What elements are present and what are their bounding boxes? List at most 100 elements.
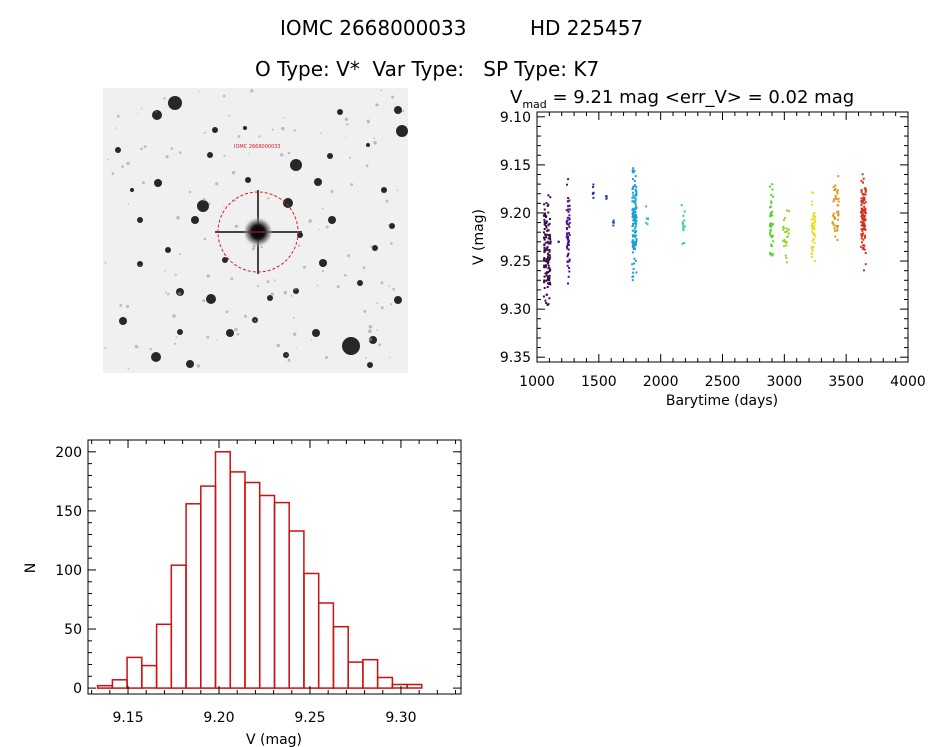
lightcurve-point bbox=[811, 231, 814, 233]
lightcurve-point bbox=[632, 275, 635, 278]
lightcurve-point bbox=[863, 208, 866, 211]
lightcurve-point bbox=[567, 178, 570, 181]
sky-faint-star bbox=[111, 172, 115, 175]
sky-star bbox=[197, 200, 209, 212]
lightcurve-point bbox=[860, 201, 863, 204]
lightcurve-point bbox=[543, 244, 546, 246]
lightcurve-point bbox=[632, 200, 635, 203]
lightcurve-point bbox=[592, 196, 595, 199]
sky-faint-star bbox=[368, 329, 372, 334]
lightcurve-point bbox=[772, 240, 775, 243]
sky-faint-star bbox=[104, 346, 106, 349]
sky-faint-star bbox=[236, 332, 240, 336]
sky-faint-star bbox=[362, 266, 366, 270]
lightcurve-point bbox=[837, 204, 840, 207]
lightcurve-point bbox=[632, 217, 635, 220]
histogram-bar bbox=[362, 658, 379, 689]
lightcurve-point bbox=[837, 214, 840, 217]
lightcurve-point bbox=[568, 234, 571, 236]
hist-x-tick-label: 9.20 bbox=[203, 710, 234, 726]
lightcurve-point bbox=[547, 262, 549, 265]
histogram-plot-frame bbox=[87, 439, 462, 695]
lightcurve-point bbox=[547, 276, 550, 279]
lightcurve-point bbox=[544, 264, 547, 267]
lightcurve-point bbox=[769, 214, 772, 217]
lightcurve-xlabel: Barytime (days) bbox=[666, 393, 778, 409]
lightcurve-point bbox=[784, 241, 787, 244]
lightcurve-point bbox=[567, 282, 569, 285]
lightcurve-point bbox=[633, 185, 636, 188]
lightcurve-point bbox=[566, 216, 569, 219]
lightcurve-point bbox=[810, 252, 813, 255]
lightcurve-point bbox=[632, 267, 635, 270]
lightcurve-point bbox=[547, 224, 550, 227]
sky-faint-star bbox=[380, 281, 384, 285]
sky-star bbox=[212, 127, 218, 133]
sky-faint-star bbox=[234, 224, 239, 229]
lightcurve-point bbox=[547, 194, 550, 197]
lightcurve-point bbox=[547, 303, 550, 306]
sky-faint-star bbox=[126, 161, 130, 166]
lightcurve-point bbox=[860, 199, 863, 202]
lightcurve-point bbox=[772, 195, 775, 198]
lc-x-tick-label: 2000 bbox=[643, 374, 679, 390]
lightcurve-point bbox=[862, 238, 865, 241]
sky-faint-star bbox=[216, 339, 218, 342]
lightcurve-point bbox=[635, 185, 638, 188]
lightcurve-point bbox=[543, 257, 546, 260]
lightcurve-point bbox=[860, 180, 863, 182]
sky-faint-star bbox=[257, 285, 260, 288]
sky-faint-star bbox=[373, 140, 377, 145]
sky-faint-star bbox=[367, 121, 370, 124]
lightcurve-point bbox=[771, 210, 774, 213]
histogram-bars bbox=[96, 451, 423, 689]
lightcurve-point bbox=[832, 212, 835, 215]
lightcurve-point bbox=[634, 188, 637, 191]
lightcurve-point bbox=[836, 226, 839, 229]
sky-faint-star bbox=[396, 189, 399, 191]
lightcurve-point bbox=[632, 248, 635, 250]
lightcurve-point bbox=[861, 224, 864, 227]
sky-faint-star bbox=[139, 264, 141, 266]
lightcurve-point bbox=[834, 184, 837, 187]
lightcurve-point bbox=[770, 225, 773, 228]
sky-star bbox=[319, 259, 327, 267]
lightcurve-point bbox=[632, 178, 634, 181]
sky-faint-star bbox=[250, 89, 254, 93]
lightcurve-point bbox=[860, 204, 863, 207]
lightcurve-point bbox=[549, 196, 552, 199]
lightcurve-point bbox=[545, 236, 548, 239]
lightcurve-point bbox=[863, 269, 865, 272]
lightcurve-point bbox=[770, 222, 773, 225]
title-hd-id: HD 225457 bbox=[530, 16, 643, 40]
lightcurve-point bbox=[544, 241, 547, 244]
histogram-bar bbox=[376, 676, 394, 689]
lightcurve-point bbox=[548, 250, 551, 253]
lightcurve-point bbox=[771, 188, 774, 191]
lightcurve-point bbox=[785, 244, 788, 247]
lightcurve-point bbox=[864, 236, 866, 239]
lightcurve-point bbox=[548, 283, 550, 285]
lightcurve-point bbox=[860, 210, 863, 213]
lightcurve-point bbox=[634, 230, 637, 233]
sky-faint-star bbox=[294, 288, 297, 291]
lightcurve-point bbox=[543, 264, 546, 267]
lightcurve-point bbox=[836, 192, 839, 195]
lightcurve-title-sub: mad bbox=[522, 98, 546, 111]
lightcurve-point bbox=[547, 253, 550, 256]
histogram-bar bbox=[96, 684, 114, 689]
lightcurve-point bbox=[833, 189, 836, 191]
lightcurve-point bbox=[631, 263, 634, 266]
sky-faint-star bbox=[303, 265, 306, 269]
sky-faint-star bbox=[107, 158, 109, 161]
lightcurve-point bbox=[567, 248, 570, 251]
lightcurve-point bbox=[631, 216, 634, 218]
lightcurve-point bbox=[568, 208, 571, 211]
lightcurve-title-v: V bbox=[510, 87, 523, 108]
lightcurve-point bbox=[811, 247, 814, 250]
sky-faint-star bbox=[373, 137, 376, 140]
lightcurve-point bbox=[566, 261, 569, 264]
lightcurve-point bbox=[545, 226, 548, 229]
lightcurve-point bbox=[544, 259, 547, 262]
lightcurve-point bbox=[782, 227, 785, 230]
